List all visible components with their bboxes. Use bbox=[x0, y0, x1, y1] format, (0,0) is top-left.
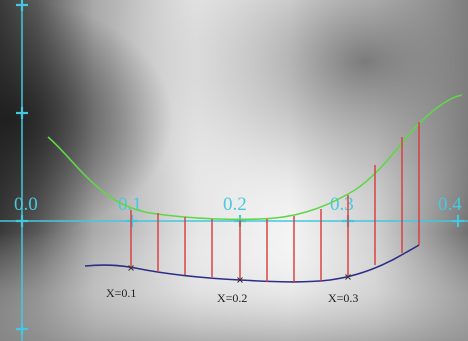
upper-profile-curve bbox=[47, 94, 463, 221]
scale-label-0.1: 0.1 bbox=[118, 194, 142, 215]
h-axis-tick-1 bbox=[126, 215, 138, 227]
v-axis-tick-1 bbox=[16, 107, 28, 119]
v-axis-tick-2 bbox=[16, 323, 28, 335]
scale-label-0.2: 0.2 bbox=[223, 194, 247, 215]
measurement-lines bbox=[130, 122, 420, 283]
lower-profile-curve bbox=[84, 244, 420, 283]
position-markers bbox=[128, 265, 351, 283]
h-axis-tick-4 bbox=[452, 215, 464, 227]
marker-0 bbox=[128, 265, 134, 271]
marker-label-x0.1: X=0.1 bbox=[106, 286, 136, 300]
v-axis-tick-0 bbox=[16, 0, 28, 11]
marker-label-x0.2: X=0.2 bbox=[217, 291, 247, 305]
marker-label-x0.3: X=0.3 bbox=[328, 291, 358, 305]
h-axis-tick-0 bbox=[16, 215, 28, 227]
marker-2 bbox=[345, 274, 351, 280]
marker-1 bbox=[237, 277, 243, 283]
scale-label-0.0: 0.0 bbox=[14, 194, 38, 215]
scale-label-0.4: 0.4 bbox=[438, 194, 462, 215]
